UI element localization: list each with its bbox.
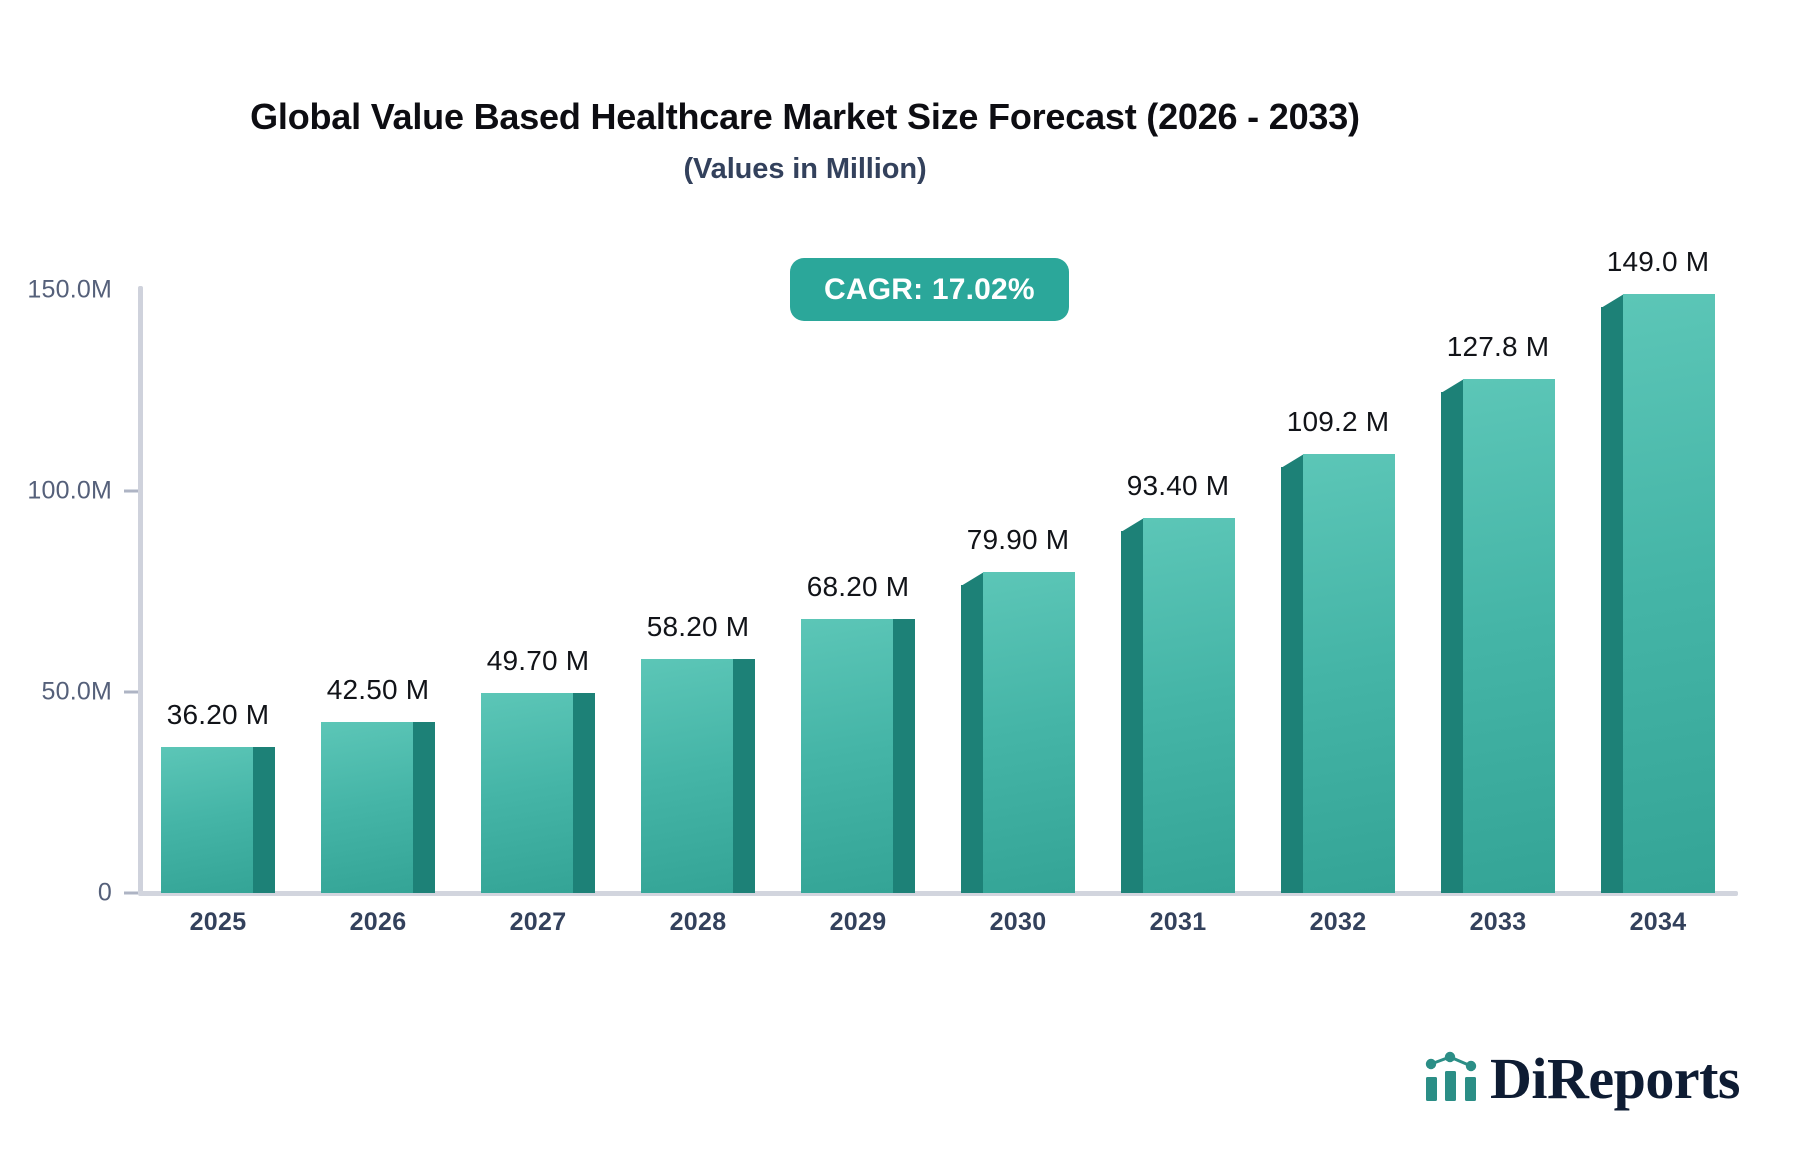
bar[interactable] (1121, 517, 1235, 893)
y-axis-tick-label: 150.0M (27, 275, 112, 304)
y-axis-tick-mark (124, 690, 138, 694)
bar-top-bevel (1281, 454, 1304, 469)
bar-value-label: 36.20 M (166, 699, 270, 731)
bar-top-bevel (961, 571, 984, 586)
bar-side-face (961, 584, 984, 893)
bar-group[interactable]: 58.20 M 2028 (641, 0, 755, 1156)
x-axis-line (138, 891, 1738, 896)
x-axis-category-label: 2031 (1149, 908, 1207, 936)
y-axis-tick: 100.0M (27, 477, 138, 506)
bar-top-bevel (1441, 379, 1464, 394)
bar-group[interactable]: 42.50 M 2026 (321, 0, 435, 1156)
bar-group[interactable]: 36.20 M 2025 (161, 0, 275, 1156)
bar-side-face (1281, 467, 1304, 893)
y-axis-tick-label: 100.0M (27, 476, 112, 505)
x-axis-category-label: 2030 (989, 908, 1047, 936)
x-axis-category-label: 2033 (1469, 908, 1527, 936)
bar-side-face (412, 722, 435, 893)
bar-front-face (1463, 379, 1555, 893)
bar-value-label: 93.40 M (1126, 469, 1230, 501)
x-axis-category-label: 2032 (1309, 908, 1367, 936)
bar-front-face (641, 659, 733, 893)
bar-side-face (1121, 530, 1144, 893)
bar-top-bevel (1121, 517, 1144, 532)
bar-front-face (161, 747, 253, 893)
y-axis-tick-mark (124, 489, 138, 493)
x-axis-category-label: 2027 (509, 908, 567, 936)
bar-top-bevel (1601, 294, 1624, 309)
bar-front-face (1623, 294, 1715, 893)
bar-front-face (481, 693, 573, 893)
bar-side-face (572, 693, 595, 893)
bar[interactable] (801, 618, 915, 893)
bar-side-face (1441, 392, 1464, 893)
bar-value-label: 42.50 M (326, 674, 430, 706)
bar[interactable] (481, 693, 595, 893)
bar-front-face (1303, 454, 1395, 893)
bar-front-face (801, 618, 893, 893)
chart-subtitle: (Values in Million) (683, 153, 927, 186)
cagr-badge: CAGR: 17.02% (790, 258, 1069, 321)
bar-value-label: 109.2 M (1286, 406, 1390, 438)
bar-group[interactable]: 79.90 M 2030 (961, 0, 1075, 1156)
bar-front-face (321, 722, 413, 893)
bar-side-face (732, 659, 755, 893)
x-axis-category-label: 2026 (349, 908, 407, 936)
bar[interactable] (641, 659, 755, 893)
chart-title: Global Value Based Healthcare Market Siz… (250, 96, 1360, 137)
y-axis-tick-label: 50.0M (41, 677, 112, 706)
bar-value-label: 79.90 M (966, 523, 1070, 555)
bar-front-face (1143, 517, 1235, 893)
y-axis-tick: 0 (98, 879, 138, 908)
bar-side-face (892, 618, 915, 893)
bar[interactable] (1281, 454, 1395, 893)
bar-value-label: 68.20 M (806, 570, 910, 602)
y-axis-tick: 150.0M (27, 276, 138, 305)
brand-logo: DiReports (1422, 1046, 1741, 1111)
y-axis-tick: 50.0M (42, 678, 138, 707)
x-axis-category-label: 2025 (189, 908, 247, 936)
bar-value-label: 149.0 M (1606, 246, 1710, 278)
bar-value-label: 49.70 M (486, 645, 590, 677)
bar-group[interactable]: 127.8 M 2033 (1441, 0, 1555, 1156)
x-axis-category-label: 2034 (1629, 908, 1687, 936)
bar[interactable] (161, 747, 275, 893)
bar-group[interactable]: 109.2 M 2032 (1281, 0, 1395, 1156)
bar-chart-icon (1422, 1051, 1484, 1108)
bar-value-label: 127.8 M (1446, 331, 1550, 363)
bar[interactable] (961, 571, 1075, 893)
bar-side-face (1601, 307, 1624, 893)
x-axis-category-label: 2028 (669, 908, 727, 936)
bar-group[interactable]: 149.0 M 2034 (1601, 0, 1715, 1156)
bar[interactable] (321, 722, 435, 893)
bar-front-face (983, 571, 1075, 893)
bar-value-label: 58.20 M (646, 611, 750, 643)
y-axis-tick-mark (124, 891, 138, 895)
bar[interactable] (1441, 379, 1555, 893)
bar-group[interactable]: 49.70 M 2027 (481, 0, 595, 1156)
bar-group[interactable]: 68.20 M 2029 (801, 0, 915, 1156)
y-axis-line (138, 286, 143, 893)
chart-header: Global Value Based Healthcare Market Siz… (0, 96, 1610, 186)
x-axis-category-label: 2029 (829, 908, 887, 936)
bar-series: 36.20 M 2025 42.50 M 2026 49.70 M 2027 58.20 M… (138, 0, 1738, 1156)
y-axis-tick-label: 0 (97, 878, 112, 907)
brand-name: DiReports (1489, 1046, 1741, 1111)
bar-side-face (252, 747, 275, 893)
bar-group[interactable]: 93.40 M 2031 (1121, 0, 1235, 1156)
bar[interactable] (1601, 294, 1715, 893)
